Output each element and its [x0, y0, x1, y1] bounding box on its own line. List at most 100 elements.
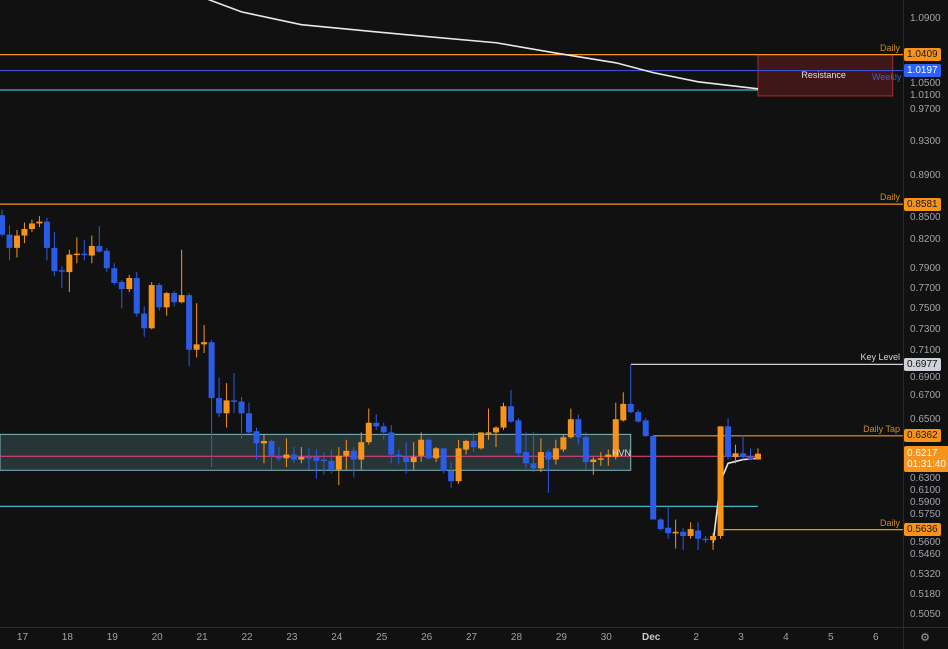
candle-body	[73, 253, 80, 256]
candle-body	[111, 268, 118, 284]
candle-body	[350, 450, 357, 460]
price-tick: 0.9700	[910, 103, 941, 115]
candle-body	[163, 293, 170, 308]
candle-body	[560, 437, 567, 450]
date-tick: 21	[196, 632, 208, 643]
resistance-zone-label: Resistance	[801, 70, 846, 81]
candle-body	[732, 453, 739, 458]
candle-body	[665, 527, 672, 534]
price-tick: 0.6100	[910, 484, 941, 496]
price-tick: 0.6900	[910, 371, 941, 383]
candle-body	[635, 412, 642, 422]
date-tick: Dec	[642, 632, 661, 643]
price-axis-divider	[903, 0, 904, 649]
candle-body	[133, 278, 140, 314]
date-tick: 30	[600, 632, 612, 643]
price-tick: 0.6300	[910, 472, 941, 484]
date-tick: 3	[738, 632, 744, 643]
candle-body	[575, 419, 582, 438]
candle-body	[313, 457, 320, 461]
price-tick: 0.5320	[910, 568, 941, 580]
price-tick: 0.7300	[910, 323, 941, 335]
candle-body	[126, 278, 133, 290]
candle-body	[365, 422, 372, 443]
price-tick: 0.6500	[910, 413, 941, 425]
candle-body	[687, 529, 694, 536]
candle-body	[500, 406, 507, 428]
hvn-label: HVN	[612, 448, 632, 459]
candle-body	[672, 531, 679, 534]
candle-body	[13, 235, 20, 248]
date-tick: 25	[376, 632, 388, 643]
candle-body	[178, 295, 185, 303]
candle-body	[328, 460, 335, 470]
candle-body	[373, 422, 380, 427]
candle-body	[268, 440, 275, 456]
candle-body	[380, 426, 387, 433]
candle-body	[627, 403, 634, 413]
price-tick: 0.5460	[910, 549, 941, 561]
candle-body	[358, 442, 365, 460]
weekly-label: Weekly	[872, 71, 902, 82]
candle-body	[395, 454, 402, 458]
candle-body	[6, 234, 13, 248]
date-tick: 5	[828, 632, 834, 643]
candle-body	[530, 463, 537, 469]
candle-countdown: 01:31:40	[907, 458, 946, 470]
candle-body	[448, 470, 455, 482]
candle-body	[485, 432, 492, 434]
candle-body	[21, 229, 28, 236]
candle-body	[493, 427, 500, 433]
key-level-label: Key Level	[860, 352, 900, 363]
candle-body	[320, 459, 327, 462]
settings-icon[interactable]: ⚙	[920, 632, 930, 644]
price-tick: 0.8500	[910, 211, 941, 223]
candle-body	[290, 454, 297, 460]
candle-body	[702, 538, 709, 541]
price-tick: 0.5750	[910, 508, 941, 520]
weekly-price-tag: 1.0197	[904, 64, 941, 78]
candle-body	[66, 254, 73, 273]
price-tick: 1.0100	[910, 90, 941, 102]
candle-body	[96, 245, 103, 252]
price-tick: 0.7700	[910, 282, 941, 294]
daily-2-label: Daily	[879, 192, 900, 203]
price-tick: 1.0900	[910, 13, 941, 25]
candle-body	[201, 342, 208, 345]
candle-body	[58, 270, 65, 272]
candle-body	[552, 448, 559, 460]
candle-body	[148, 285, 155, 329]
candle-body	[507, 406, 514, 422]
resistance-zone	[757, 54, 894, 97]
candle-body	[425, 439, 432, 459]
daily-1-price-tag: 1.0409	[904, 48, 941, 62]
candle-body	[388, 432, 395, 455]
candle-body	[657, 519, 664, 530]
candle-body	[440, 448, 447, 471]
candle-body	[141, 313, 148, 329]
date-tick: 24	[331, 632, 343, 643]
price-tick: 0.5600	[910, 537, 941, 549]
price-tick: 0.8200	[910, 233, 941, 245]
candle-body	[223, 400, 230, 414]
candle-body	[156, 285, 163, 308]
price-tick: 0.8900	[910, 170, 941, 182]
candle-body	[118, 282, 125, 290]
candle-body	[470, 440, 477, 448]
date-tick: 28	[510, 632, 523, 643]
candle-body	[433, 448, 440, 459]
candle-body	[710, 535, 717, 541]
candle-body	[186, 295, 193, 350]
candle-body	[620, 403, 627, 421]
last-price: 0.6217	[907, 447, 938, 459]
candle-body	[298, 457, 305, 460]
candle-body	[231, 400, 238, 402]
daily-tap-price-tag: 0.6362	[904, 429, 941, 443]
candle-body	[590, 459, 597, 463]
price-tick: 0.9300	[910, 136, 941, 148]
candle-body	[545, 452, 552, 460]
candle-body	[253, 431, 260, 444]
price-tick: 0.7500	[910, 302, 941, 314]
candle-body	[717, 426, 724, 536]
